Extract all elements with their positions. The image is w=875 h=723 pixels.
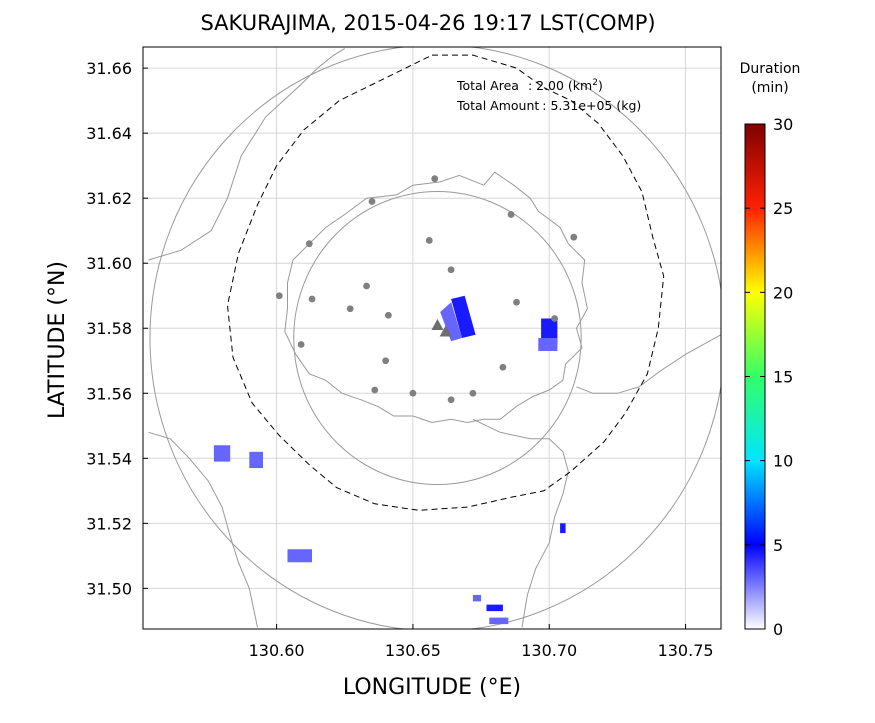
station-dot <box>447 266 455 274</box>
total-area-close: ) <box>598 78 603 93</box>
x-tick-label: 130.60 <box>249 641 305 660</box>
y-tick-label: 31.64 <box>86 124 132 143</box>
colorbar-tick-label: 5 <box>773 536 783 555</box>
total-area-label: Total Area <box>456 78 519 93</box>
colorbar-title: Duration <box>740 61 801 77</box>
station-dot <box>308 295 316 303</box>
colorbar-tick-label: 25 <box>773 199 793 218</box>
x-tick-label: 130.70 <box>521 641 577 660</box>
volcano-marker <box>431 318 444 330</box>
volcano-marker <box>439 325 452 337</box>
range-circle <box>293 190 582 486</box>
ash-deposits <box>213 295 566 625</box>
dashed-boundary-line <box>226 54 665 511</box>
total-area-sup: 2 <box>592 78 598 88</box>
x-axis-ticks: 130.60 130.65 130.70 130.75 <box>249 624 714 660</box>
x-tick-label: 130.75 <box>658 641 714 660</box>
station-dot <box>297 341 305 348</box>
grid-lines <box>143 47 721 629</box>
y-tick-label: 31.66 <box>86 59 132 78</box>
ash-patch <box>486 604 503 612</box>
station-dot <box>469 389 477 397</box>
y-tick-label: 31.58 <box>86 319 132 338</box>
y-tick-label: 31.56 <box>86 384 132 403</box>
ash-patch <box>440 302 462 342</box>
dashed-boundary <box>226 54 665 511</box>
range-circle <box>149 47 721 629</box>
station-dot <box>409 389 417 397</box>
station-dot <box>425 237 433 244</box>
station-dot <box>371 386 379 394</box>
total-amount-value: : 5.31e+05 (kg) <box>542 98 641 113</box>
station-dot <box>570 233 578 241</box>
station-dot <box>346 305 354 313</box>
coastline <box>284 171 588 424</box>
ash-patch <box>287 549 312 563</box>
total-amount-text: Total Amount: 5.31e+05 (kg) <box>456 98 641 113</box>
y-tick-label: 31.60 <box>86 254 132 273</box>
coastline <box>148 431 258 628</box>
ash-patch <box>538 338 558 351</box>
y-tick-label: 31.54 <box>86 449 132 468</box>
ash-patch <box>451 295 476 338</box>
station-dot <box>305 240 313 248</box>
y-tick-label: 31.50 <box>86 579 132 598</box>
ash-patch <box>560 523 566 534</box>
colorbar-tick-label: 10 <box>773 452 793 471</box>
coastlines <box>148 48 721 628</box>
total-area-text: Total Area : 2.00 (km2) <box>456 78 603 93</box>
station-dot <box>382 357 390 365</box>
station-dot <box>507 211 515 218</box>
ash-patch <box>472 594 482 602</box>
totals-annotation: Total Area : 2.00 (km2) Total Amount: 5.3… <box>456 78 641 113</box>
colorbar-unit: (min) <box>751 80 788 96</box>
ash-patch <box>249 451 263 469</box>
total-amount-label: Total Amount <box>456 98 539 113</box>
x-axis-label: LONGITUDE (°E) <box>343 675 521 700</box>
colorbar-tick-label: 0 <box>773 620 783 639</box>
volcano-markers <box>431 318 452 337</box>
station-dot <box>551 315 559 322</box>
station-dot <box>275 292 283 300</box>
coastline <box>148 48 346 261</box>
station-dot <box>499 363 507 371</box>
station-dot <box>447 396 455 404</box>
station-dot <box>431 175 439 183</box>
station-dot <box>368 198 376 205</box>
y-axis-label: LATITUDE (°N) <box>45 261 70 419</box>
coastline <box>472 418 569 628</box>
total-area-value: : 2.00 (km <box>528 78 592 93</box>
coastline <box>576 334 721 394</box>
map-title: SAKURAJIMA, 2015-04-26 19:17 LST(COMP) <box>200 11 655 35</box>
y-axis-ticks: 31.66 31.64 31.62 31.60 31.58 31.56 31.54 31.52… <box>86 59 148 598</box>
y-tick-label: 31.52 <box>86 514 132 533</box>
colorbar: Duration (min) 30 25 20 15 10 5 0 <box>740 61 801 639</box>
ash-patch <box>213 445 231 462</box>
colorbar-tick-label: 15 <box>773 368 793 387</box>
stations <box>275 175 578 404</box>
station-dot <box>513 298 520 306</box>
colorbar-tick-label: 20 <box>773 283 793 302</box>
plot-frame <box>142 46 722 630</box>
colorbar-ticks: 30 25 20 15 10 5 0 <box>745 115 793 639</box>
y-tick-label: 31.62 <box>86 189 132 208</box>
ash-patch <box>489 617 509 625</box>
station-dot <box>363 282 370 290</box>
x-tick-label: 130.65 <box>385 641 441 660</box>
range-circles <box>149 47 721 629</box>
colorbar-tick-label: 30 <box>773 115 793 134</box>
station-dot <box>384 311 392 319</box>
